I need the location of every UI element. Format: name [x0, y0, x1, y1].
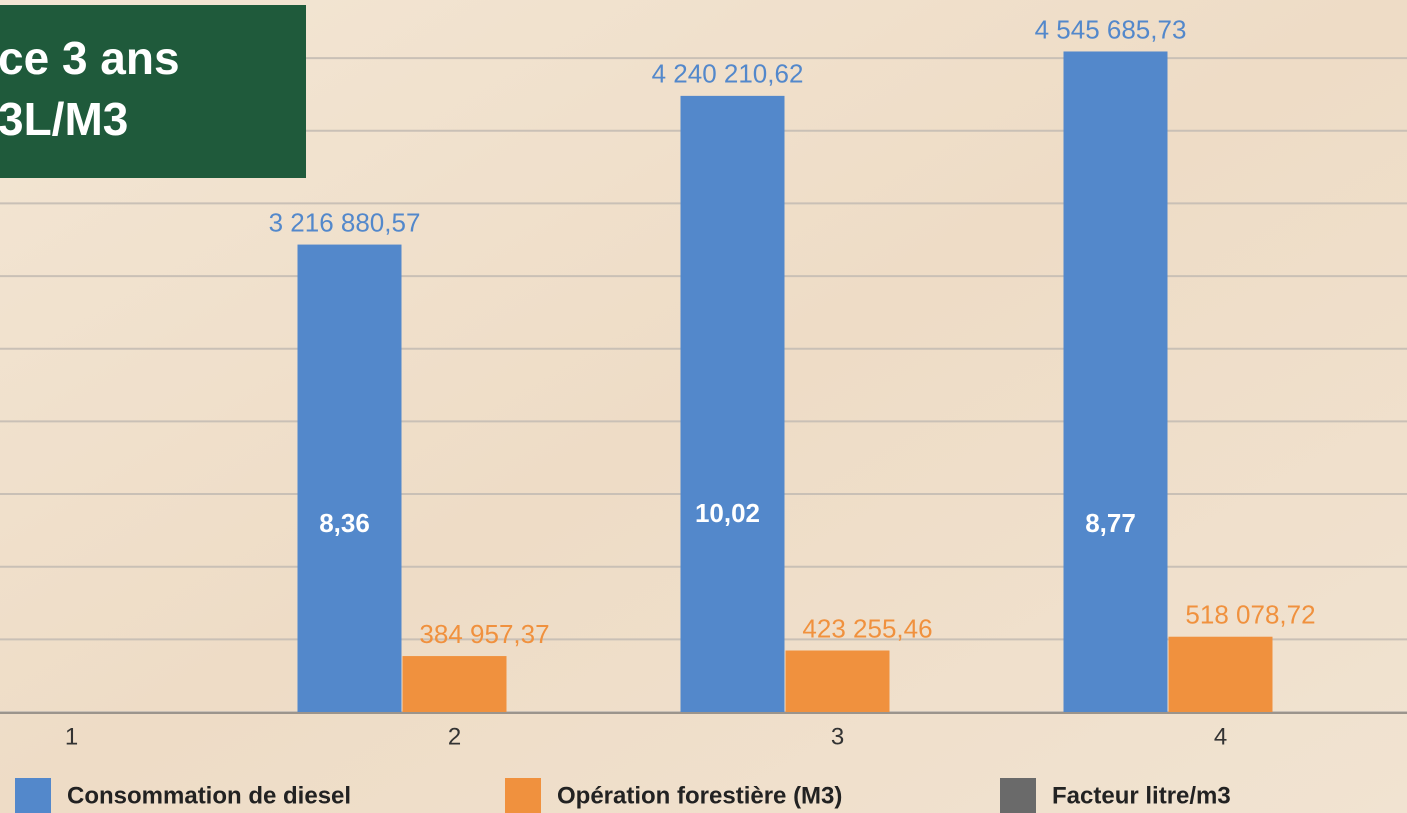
data-label: 384 957,37: [419, 619, 549, 649]
x-tick-label: 2: [448, 723, 461, 750]
legend-swatch: [505, 778, 541, 813]
x-tick-label: 3: [831, 723, 844, 750]
title-line: 3L/M3: [0, 93, 128, 145]
x-tick-label: 4: [1214, 723, 1227, 750]
legend: Consommation de diesel Opération forestiè…: [15, 778, 1231, 813]
data-label: 4 240 210,62: [652, 59, 804, 89]
data-label: 3 216 880,57: [269, 207, 421, 237]
bar: [402, 656, 507, 712]
bars: 1 2 3 216 880,57 384 957,37 8,36 3 4 240 210,6…: [0, 14, 1407, 750]
legend-swatch: [15, 778, 51, 813]
data-label: 4 545 685,73: [1035, 14, 1187, 44]
data-label: 8,36: [319, 508, 370, 538]
title-box: [0, 5, 306, 178]
title-line: ce 3 ans: [0, 32, 180, 84]
legend-label: Consommation de diesel: [67, 782, 351, 809]
data-label: 423 255,46: [802, 613, 932, 643]
bar: [680, 95, 785, 712]
legend-label: Facteur litre/m3: [1052, 782, 1231, 809]
bar: [1168, 636, 1273, 712]
bar: [785, 650, 890, 712]
data-label: 518 078,72: [1185, 600, 1315, 630]
legend-swatch: [1000, 778, 1036, 813]
bar: [297, 244, 402, 712]
legend-label: Opération forestière (M3): [557, 782, 842, 809]
data-label: 8,77: [1085, 508, 1136, 538]
bar: [1063, 51, 1168, 713]
data-label: 10,02: [695, 498, 760, 528]
x-tick-label: 1: [65, 723, 78, 750]
